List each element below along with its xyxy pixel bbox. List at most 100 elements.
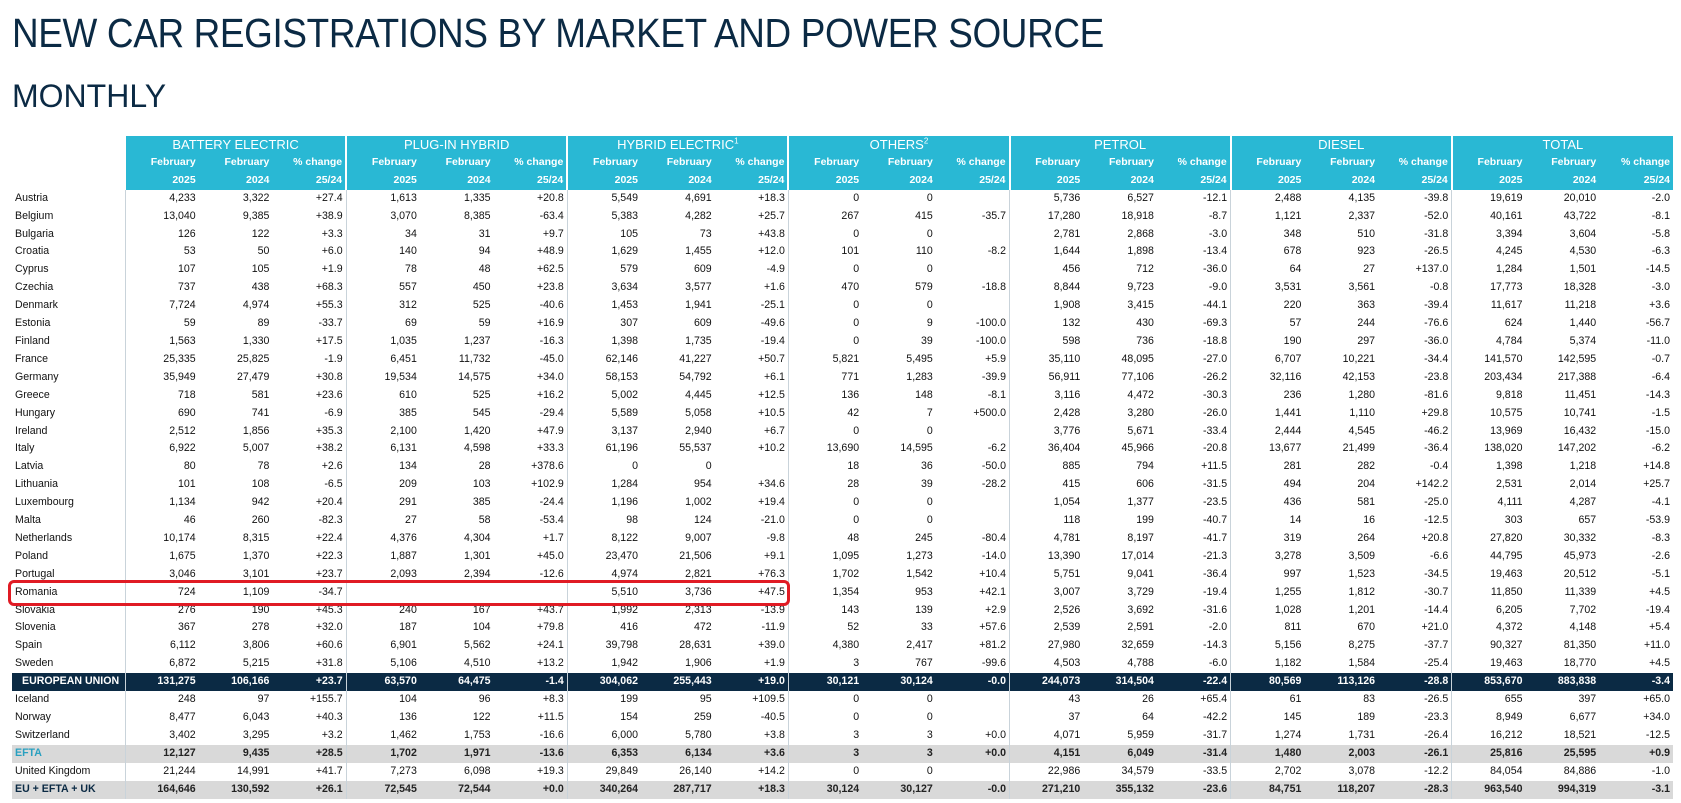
data-cell: 4,788 xyxy=(1127,657,1154,670)
data-cell: +81.2 xyxy=(979,639,1007,652)
data-cell: 11,617 xyxy=(1451,297,1526,316)
data-cell: 53 xyxy=(124,243,199,262)
data-cell: 6,205 xyxy=(1451,601,1526,620)
data-cell: 0 xyxy=(926,263,933,276)
data-cell: 6,707 xyxy=(1230,350,1305,369)
data-cell: 6,049 xyxy=(1083,744,1157,763)
data-cell: 42 xyxy=(787,404,863,423)
data-cell: 598 xyxy=(1009,332,1084,351)
data-cell: 10,741 xyxy=(1563,406,1597,419)
data-cell: -41.7 xyxy=(1203,531,1228,544)
data-cell: 139 xyxy=(915,603,933,616)
column-header: February xyxy=(198,153,273,172)
data-cell: -12.5 xyxy=(1645,728,1670,741)
country-name: EU + EFTA + UK xyxy=(12,780,125,799)
country-name: Norway xyxy=(15,711,51,723)
data-cell: +137.0 xyxy=(1415,263,1449,276)
group-label: PETROL xyxy=(1094,137,1147,152)
data-cell: -6.9 xyxy=(324,406,343,419)
data-cell: 5,780 xyxy=(685,728,712,741)
data-cell xyxy=(936,512,1010,530)
data-cell: 104 xyxy=(345,691,420,709)
country-name: Czechia xyxy=(15,281,54,294)
data-cell: 13,040 xyxy=(124,207,199,226)
group-header: DIESEL xyxy=(1229,136,1452,154)
data-cell: 245 xyxy=(915,531,933,544)
data-cell: +20.4 xyxy=(315,496,343,509)
data-cell: +79.8 xyxy=(536,621,564,634)
data-cell: 1,941 xyxy=(685,299,712,312)
table-row: Finland 1,563 1,330 +17.5 1,035 1,237 -16.3 1,3… xyxy=(12,332,1673,351)
data-cell: 220 xyxy=(1230,297,1305,316)
data-cell: 36 xyxy=(921,460,933,473)
data-cell: -50.0 xyxy=(981,460,1007,473)
data-cell: 105 xyxy=(251,263,270,276)
data-cell: +10.4 xyxy=(979,567,1007,580)
data-cell: +1.9 xyxy=(321,263,343,276)
header-blank xyxy=(12,136,125,154)
group-header: OTHERS2 xyxy=(787,136,1010,154)
data-cell: 1,702 xyxy=(787,565,863,584)
data-cell: 0 xyxy=(787,422,863,441)
data-cell: -31.4 xyxy=(1156,744,1231,763)
data-cell: -8.1 xyxy=(987,388,1007,401)
data-cell: 4,974 xyxy=(242,299,270,312)
column-header: % change xyxy=(1156,153,1231,172)
data-cell: 84,751 xyxy=(1230,780,1305,799)
table-row: Greece 718 581 +23.6 610 525 +16.2 5,002 4,445 +1… xyxy=(12,386,1673,405)
data-cell: 3,078 xyxy=(1348,764,1376,777)
data-cell: 5,751 xyxy=(1009,565,1084,584)
data-cell: 963,540 xyxy=(1451,780,1526,799)
data-cell: 2,014 xyxy=(1569,478,1597,491)
data-cell: 30,332 xyxy=(1563,531,1597,544)
data-cell: 138,020 xyxy=(1451,440,1526,459)
data-cell: 16,432 xyxy=(1563,424,1597,437)
header-blank xyxy=(12,171,125,190)
column-header: % change xyxy=(714,153,789,172)
data-cell: 1,455 xyxy=(685,245,712,258)
country-name: Luxembourg xyxy=(15,496,74,509)
data-cell: 2,313 xyxy=(685,603,712,616)
data-cell: 3,577 xyxy=(685,281,712,294)
data-cell: 141,570 xyxy=(1451,350,1526,369)
data-cell: 28 xyxy=(478,460,491,473)
data-cell: 0 xyxy=(787,261,863,280)
data-cell: 997 xyxy=(1230,565,1305,584)
data-cell: 8,477 xyxy=(124,709,199,727)
data-cell: -27.0 xyxy=(1203,352,1228,365)
data-cell: 9 xyxy=(926,317,933,330)
data-cell: 199 xyxy=(566,691,641,709)
data-cell: -36.4 xyxy=(1203,567,1228,580)
column-header: February xyxy=(640,153,715,172)
data-cell xyxy=(494,584,568,602)
data-cell: 1,134 xyxy=(124,494,199,513)
data-cell: +109.5 xyxy=(752,693,785,706)
data-cell xyxy=(936,763,1010,781)
data-cell: 9,041 xyxy=(1127,567,1154,580)
table-row: Norway 8,477 6,043 +40.3 136 122 +11.5 154 259 -4… xyxy=(12,709,1673,727)
data-cell: 4,445 xyxy=(685,388,712,401)
data-cell: -1.9 xyxy=(324,352,343,365)
data-cell: 31 xyxy=(478,227,491,240)
data-cell: 89 xyxy=(257,317,270,330)
data-cell: 84,886 xyxy=(1563,764,1597,777)
data-cell: 5,495 xyxy=(906,352,933,365)
column-header: 25/24 xyxy=(1599,171,1673,190)
data-cell: 9,818 xyxy=(1451,386,1526,405)
data-cell: 16 xyxy=(1363,514,1376,527)
data-cell: 1,753 xyxy=(464,728,491,741)
data-cell: -80.4 xyxy=(981,531,1007,544)
group-header: BATTERY ELECTRIC xyxy=(123,136,347,154)
data-cell: 1,398 xyxy=(1451,458,1526,477)
data-cell: 147,202 xyxy=(1557,442,1597,455)
data-cell: 29,849 xyxy=(566,762,641,781)
data-cell: -5.1 xyxy=(1651,567,1670,580)
data-cell: 27,980 xyxy=(1009,637,1084,656)
data-cell: 4,287 xyxy=(1569,496,1597,509)
data-cell: 267 xyxy=(787,207,863,226)
data-cell: 415 xyxy=(915,209,933,222)
data-cell: +12.5 xyxy=(758,388,785,401)
data-cell: 62,146 xyxy=(566,350,641,369)
data-cell: -53.4 xyxy=(539,514,564,527)
country-name: United Kingdom xyxy=(15,764,91,777)
